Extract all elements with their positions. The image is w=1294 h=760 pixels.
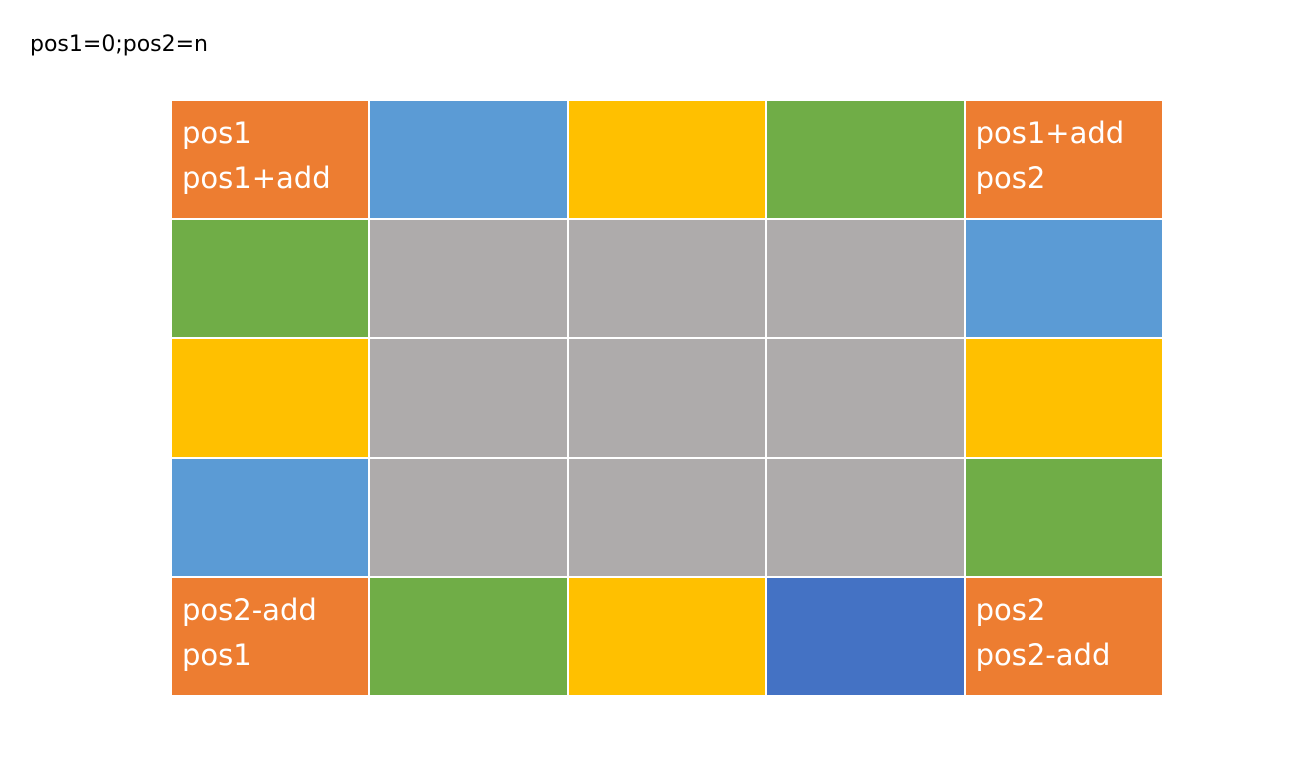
grid-cell-r2-c5 xyxy=(965,220,1162,338)
grid-cell-r5-c4 xyxy=(767,577,964,695)
grid-cell-r1-c4 xyxy=(767,101,964,219)
grid-cell-r5-c2 xyxy=(370,577,567,695)
grid-cell-r1-c5: pos1+add pos2 xyxy=(965,101,1162,219)
matrix-grid: pos1 pos1+add pos1+add pos2 pos2-add pos1 pos2… xyxy=(172,101,1162,695)
grid-cell-r3-c4 xyxy=(767,339,964,457)
grid-cell-r5-c5: pos2 pos2-add xyxy=(965,577,1162,695)
grid-cell-r4-c3 xyxy=(568,458,766,576)
cell-label: pos1 xyxy=(182,116,252,150)
cell-label: pos1+add xyxy=(975,116,1125,150)
grid-cell-r4-c4 xyxy=(767,458,964,576)
grid-cell-r4-c1 xyxy=(172,458,369,576)
grid-cell-r1-c2 xyxy=(370,101,567,219)
grid-cell-r5-c1: pos2-add pos1 xyxy=(172,577,369,695)
cell-label: pos1+add xyxy=(182,161,331,195)
caption-text: pos1=0;pos2=n xyxy=(30,32,208,57)
grid-cell-r3-c5 xyxy=(965,339,1162,457)
grid-cell-r2-c2 xyxy=(370,220,567,338)
cell-label: pos2 xyxy=(975,161,1046,195)
grid-cell-r2-c3 xyxy=(568,220,766,338)
grid-cell-r3-c3 xyxy=(568,339,766,457)
cell-label: pos1 xyxy=(182,637,252,672)
grid-cell-r2-c4 xyxy=(767,220,964,338)
grid-cell-r3-c2 xyxy=(370,339,567,457)
cell-label: pos2 xyxy=(975,592,1046,627)
grid-cell-r5-c3 xyxy=(568,577,766,695)
grid-cell-r1-c1: pos1 pos1+add xyxy=(172,101,369,219)
cell-label: pos2-add xyxy=(182,592,317,627)
grid-cell-r2-c1 xyxy=(172,220,369,338)
grid-cell-r1-c3 xyxy=(568,101,766,219)
grid-cell-r4-c5 xyxy=(965,458,1162,576)
cell-label: pos2-add xyxy=(975,637,1111,672)
grid-cell-r4-c2 xyxy=(370,458,567,576)
grid-cell-r3-c1 xyxy=(172,339,369,457)
